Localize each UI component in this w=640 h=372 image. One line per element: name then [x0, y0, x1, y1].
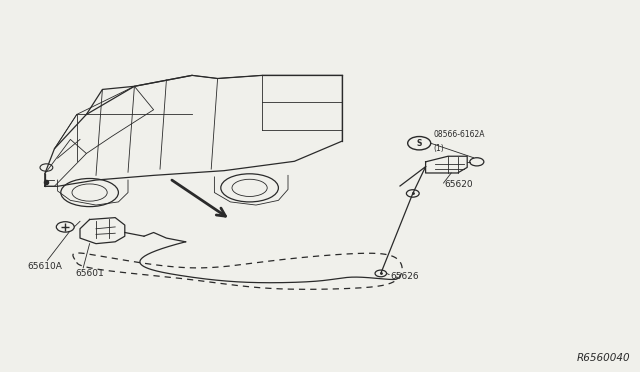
- Text: 65610A: 65610A: [27, 262, 61, 271]
- Text: S: S: [417, 139, 422, 148]
- Text: 65626: 65626: [390, 272, 419, 280]
- Text: R6560040: R6560040: [577, 353, 630, 363]
- Text: 65601: 65601: [76, 269, 104, 278]
- Text: 65620: 65620: [445, 180, 474, 189]
- Text: 08566-6162A: 08566-6162A: [433, 130, 484, 139]
- Text: (1): (1): [433, 144, 444, 153]
